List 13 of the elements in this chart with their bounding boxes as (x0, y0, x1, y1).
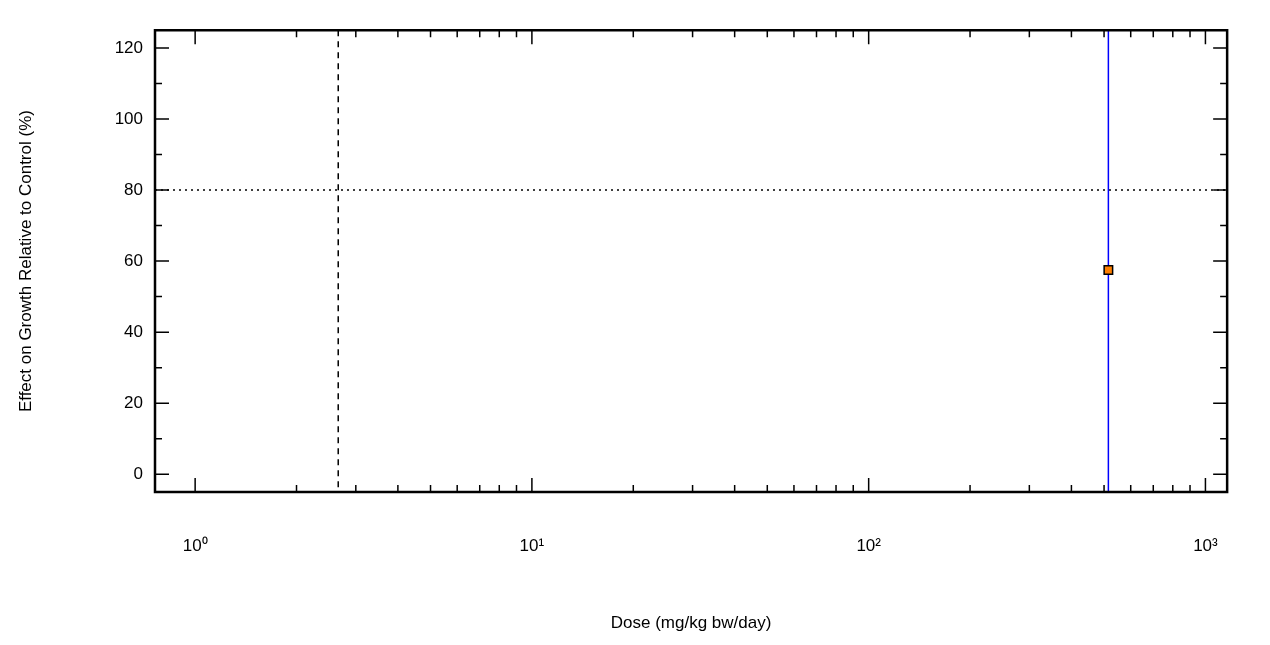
y-tick-label: 60 (124, 250, 143, 270)
y-tick-label: 80 (124, 179, 143, 199)
x-tick-label: 10² (856, 535, 882, 555)
x-axis-title: Dose (mg/kg bw/day) (610, 613, 772, 633)
x-tick-label: 10¹ (519, 535, 545, 555)
x-tick-label: 10⁰ (182, 535, 208, 555)
y-tick-label: 120 (114, 37, 143, 57)
y-tick-label: 40 (124, 321, 143, 341)
y-tick-label: 100 (114, 108, 143, 128)
y-tick-label: 0 (133, 463, 143, 483)
x-tick-label: 10³ (1193, 535, 1219, 555)
y-tick-label: 20 (124, 392, 143, 412)
y-axis-title: Effect on Growth Relative to Control (%) (15, 110, 35, 413)
